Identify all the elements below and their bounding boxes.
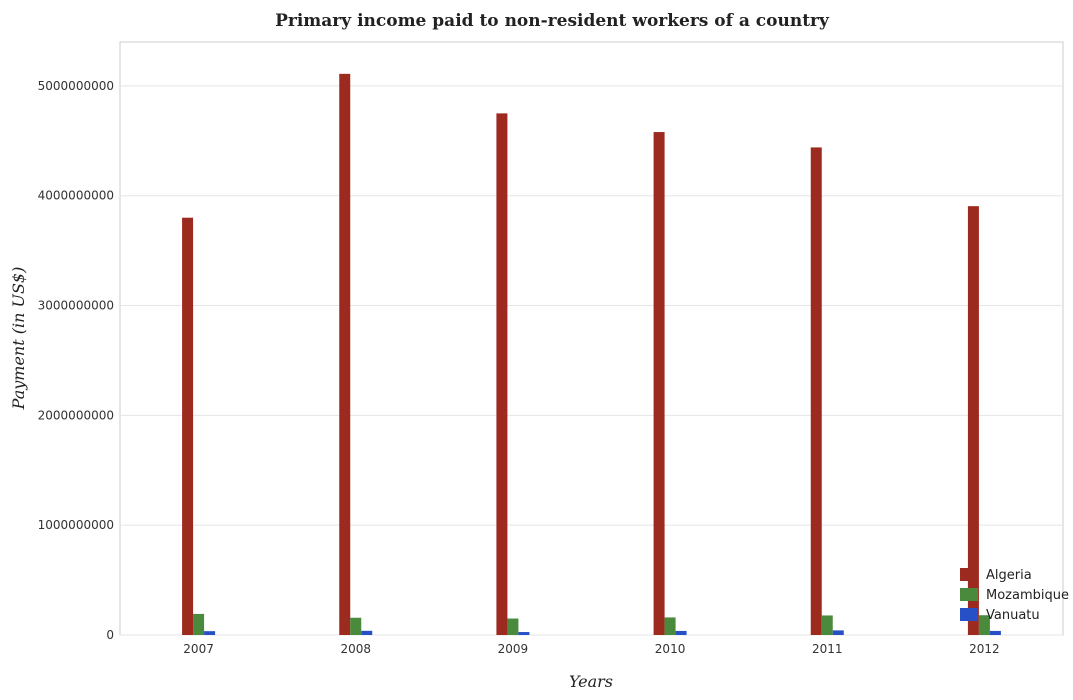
legend-label-mozambique: Mozambique (986, 588, 1069, 603)
y-tick-label: 4000000000 (38, 189, 114, 203)
chart-title: Primary income paid to non-resident work… (275, 11, 830, 31)
bar-vanuatu-2007 (204, 631, 216, 635)
grid-lines (120, 85, 1063, 636)
bar-vanuatu-2010 (675, 630, 687, 635)
legend-label-vanuatu: Vanuatu (986, 608, 1040, 623)
y-tick-label: 2000000000 (38, 408, 114, 422)
bar-algeria-2007 (182, 217, 194, 635)
bar-vanuatu-2008 (361, 630, 373, 635)
bar-algeria-2012 (967, 206, 979, 635)
legend-swatch-mozambique (960, 588, 978, 601)
y-tick-label: 1000000000 (38, 518, 114, 532)
y-axis-label: Payment (in US$) (9, 267, 28, 411)
bar-algeria-2009 (496, 113, 508, 635)
bar-mozambique-2012 (978, 615, 990, 635)
bar-vanuatu-2011 (832, 630, 844, 635)
legend-label-algeria: Algeria (986, 568, 1032, 583)
bar-vanuatu-2009 (518, 632, 530, 635)
y-axis-ticks: 0 1000000000 2000000000 3000000000 400000000… (38, 79, 114, 642)
x-tick-label: 2012 (969, 642, 1000, 656)
plot-area (119, 41, 1064, 636)
bars (182, 73, 1001, 635)
bar-algeria-2010 (653, 132, 665, 635)
x-axis-label: Years (569, 672, 613, 691)
bar-vanuatu-2012 (989, 630, 1001, 635)
bar-mozambique-2007 (193, 613, 205, 635)
bar-algeria-2008 (339, 73, 351, 635)
bar-mozambique-2009 (507, 618, 519, 635)
y-tick-label: 3000000000 (38, 299, 114, 313)
y-tick-label: 0 (106, 628, 114, 642)
x-tick-label: 2007 (183, 642, 214, 656)
bar-mozambique-2010 (664, 617, 676, 635)
y-tick-label: 5000000000 (38, 79, 114, 93)
legend-swatch-vanuatu (960, 608, 978, 621)
legend: Algeria Mozambique Vanuatu (960, 568, 1069, 623)
bar-mozambique-2011 (821, 615, 833, 635)
x-axis-ticks: 2007 2008 2009 2010 2011 2012 (183, 642, 999, 656)
bar-mozambique-2008 (350, 617, 362, 635)
legend-swatch-algeria (960, 568, 978, 581)
x-tick-label: 2010 (655, 642, 686, 656)
x-tick-label: 2011 (812, 642, 843, 656)
x-tick-label: 2009 (498, 642, 529, 656)
x-tick-label: 2008 (340, 642, 371, 656)
bar-algeria-2011 (810, 147, 822, 635)
